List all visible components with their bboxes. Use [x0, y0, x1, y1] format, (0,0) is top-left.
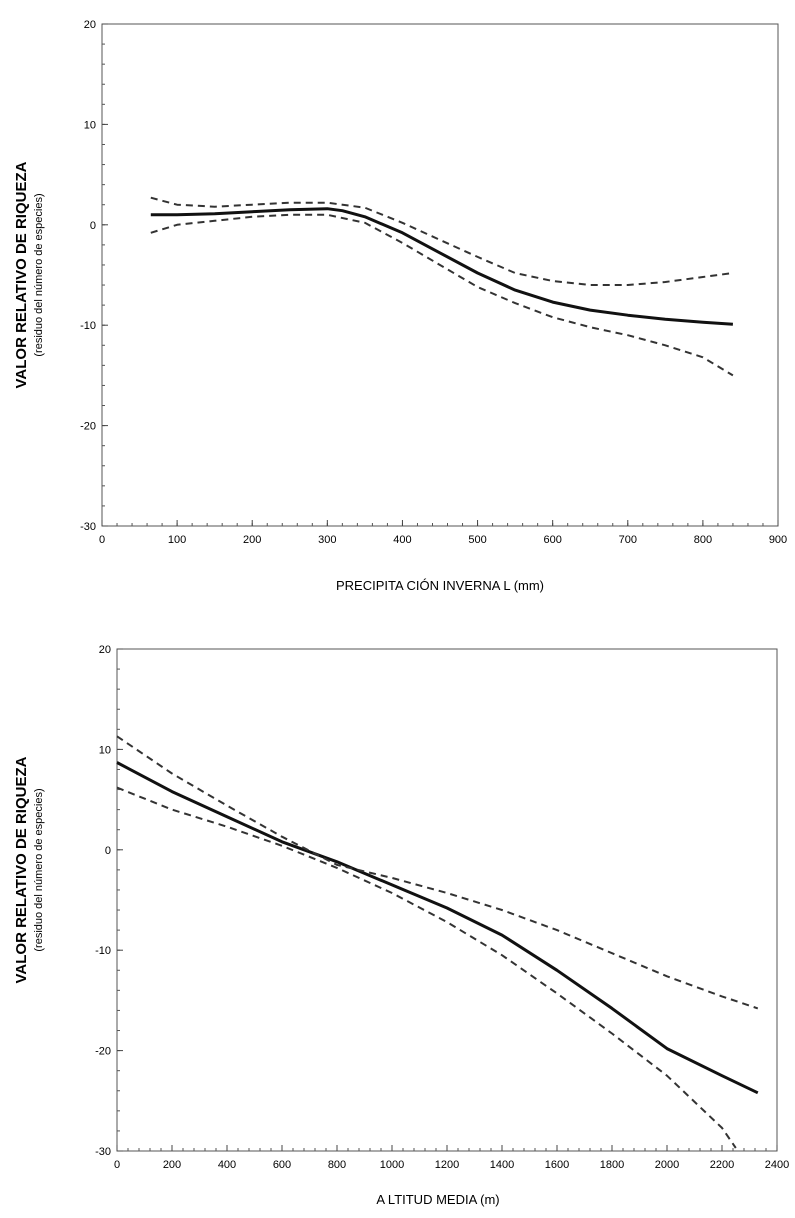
y-tick-label: -10: [95, 945, 111, 957]
chart-precipitacion-svg: VALOR RELATIVO DE RIQUEZA (residuo del n…: [13, 19, 787, 593]
y-axis-label: VALOR RELATIVO DE RIQUEZA (residuo del n…: [13, 161, 45, 388]
x-tick-label: 400: [218, 1159, 236, 1171]
y-tick-label: 0: [105, 845, 111, 857]
x-tick-label: 600: [543, 534, 561, 546]
confidence-band-line: [150, 213, 734, 377]
x-tick-label: 1000: [380, 1159, 404, 1171]
x-tick-label: 800: [328, 1159, 346, 1171]
x-tick-label: 2400: [765, 1159, 789, 1171]
y-tick-label: 10: [99, 744, 111, 756]
y-axis-subtitle: (residuo del número de especies): [33, 193, 45, 356]
x-tick-label: 300: [318, 534, 336, 546]
y-axis-title: VALOR RELATIVO DE RIQUEZA: [13, 756, 30, 983]
y-tick-label: 20: [84, 19, 96, 31]
fitted-curve: [150, 207, 733, 326]
y-tick-label: -30: [95, 1146, 111, 1158]
y-tick-label: 0: [90, 220, 96, 232]
y-tick-label: -20: [95, 1046, 111, 1058]
x-tick-label: 700: [619, 534, 637, 546]
chart-altitud-svg: VALOR RELATIVO DE RIQUEZA (residuo del n…: [13, 644, 789, 1207]
chart-precipitacion: VALOR RELATIVO DE RIQUEZA (residuo del n…: [13, 19, 787, 593]
x-tick-label: 500: [468, 534, 486, 546]
x-tick-label: 200: [163, 1159, 181, 1171]
y-tick-label: 10: [84, 119, 96, 131]
x-tick-label: 1400: [490, 1159, 514, 1171]
y-axis-subtitle: (residuo del número de especies): [33, 788, 45, 951]
x-tick-label: 0: [99, 534, 105, 546]
x-tick-label: 200: [243, 534, 261, 546]
plot-frame: [101, 23, 779, 527]
x-tick-label: 2000: [655, 1159, 679, 1171]
x-tick-label: 400: [393, 534, 411, 546]
x-axis-label: A LTITUD MEDIA (m): [376, 1192, 499, 1207]
y-tick-label: 20: [99, 644, 111, 656]
confidence-band-line: [150, 196, 734, 286]
y-tick-label: -20: [80, 421, 96, 433]
x-tick-label: 1200: [435, 1159, 459, 1171]
x-tick-label: 600: [273, 1159, 291, 1171]
chart-altitud: VALOR RELATIVO DE RIQUEZA (residuo del n…: [0, 610, 795, 1218]
x-tick-label: 1800: [600, 1159, 624, 1171]
fitted-curve: [116, 761, 759, 1095]
x-axis-label: PRECIPITA CIÓN INVERNA L (mm): [336, 578, 544, 593]
x-tick-label: 100: [168, 534, 186, 546]
x-tick-label: 2200: [710, 1159, 734, 1171]
y-tick-label: -30: [80, 521, 96, 533]
x-tick-label: 1600: [545, 1159, 569, 1171]
y-axis-title: VALOR RELATIVO DE RIQUEZA: [13, 161, 30, 388]
x-tick-label: 900: [769, 534, 787, 546]
confidence-band-line: [116, 735, 759, 1010]
y-tick-label: -10: [80, 320, 96, 332]
y-axis-label: VALOR RELATIVO DE RIQUEZA (residuo del n…: [13, 756, 45, 983]
confidence-band-line: [116, 786, 737, 1149]
plot-frame: [116, 648, 778, 1152]
x-tick-label: 800: [694, 534, 712, 546]
x-tick-label: 0: [114, 1159, 120, 1171]
